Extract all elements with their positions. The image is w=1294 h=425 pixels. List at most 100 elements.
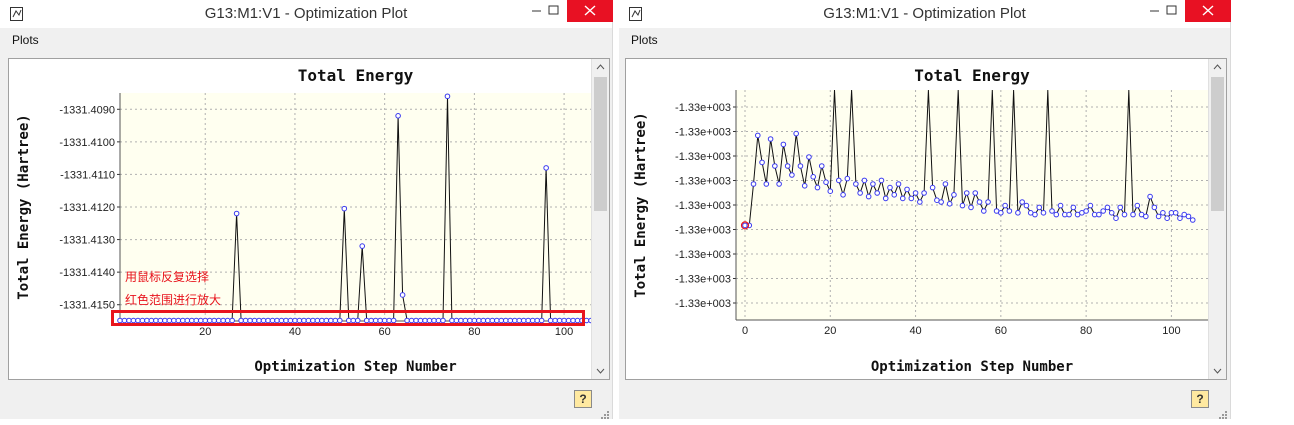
data-point: [1105, 205, 1110, 210]
data-point: [883, 196, 888, 201]
x-axis-label: Optimization Step Number: [871, 359, 1073, 375]
data-point: [854, 182, 859, 187]
data-point: [773, 164, 778, 169]
scroll-down-arrow-icon[interactable]: [592, 362, 609, 379]
menu-plots[interactable]: Plots: [631, 33, 658, 47]
help-icon[interactable]: ?: [1191, 390, 1209, 408]
scroll-thumb[interactable]: [1211, 77, 1224, 211]
data-point: [790, 173, 795, 178]
data-point: [1165, 216, 1170, 221]
data-point: [794, 131, 799, 136]
data-point: [875, 191, 880, 196]
data-point: [785, 164, 790, 169]
data-point: [1190, 218, 1195, 223]
energy-plot[interactable]: Total Energy Optimization Step Number Tota…: [626, 59, 1210, 379]
data-point: [1003, 203, 1008, 208]
data-point: [969, 205, 974, 210]
data-point: [1071, 205, 1076, 210]
title-bar[interactable]: G13:M1:V1 - Optimization Plot: [619, 0, 1230, 28]
y-tick-label: -1331.4090: [59, 104, 115, 116]
data-point: [986, 200, 991, 205]
scroll-down-arrow-icon[interactable]: [1209, 362, 1226, 379]
menu-bar: Plots: [619, 28, 1230, 52]
data-point: [1088, 203, 1093, 208]
energy-plot[interactable]: Total Energy Optimization Step Number Tota…: [9, 59, 593, 379]
data-point: [900, 196, 905, 201]
optimization-plot-window-right: G13:M1:V1 - Optimization Plot Plots Tota…: [619, 0, 1231, 419]
data-point: [824, 180, 829, 185]
x-tick-label: 80: [468, 326, 480, 338]
vertical-scrollbar[interactable]: [1208, 59, 1226, 379]
data-point: [1007, 209, 1012, 214]
data-point: [952, 193, 957, 198]
data-point: [1152, 205, 1157, 210]
y-tick-label: -1.33e+003: [675, 102, 731, 114]
y-axis-label: Total Energy (Hartree): [16, 114, 32, 299]
chart-title: Total Energy: [914, 66, 1030, 85]
close-button[interactable]: [567, 0, 613, 22]
x-tick-label: 20: [199, 326, 211, 338]
maximize-button[interactable]: [1158, 0, 1185, 22]
data-point: [1122, 212, 1127, 217]
x-tick-label: 20: [824, 325, 836, 337]
vertical-scrollbar[interactable]: [591, 59, 609, 379]
x-tick-label: 40: [909, 325, 921, 337]
data-point: [913, 191, 918, 196]
data-point: [1054, 212, 1059, 217]
data-point: [1037, 205, 1042, 210]
data-point: [764, 182, 769, 187]
y-tick-label: -1331.4130: [59, 235, 115, 247]
data-point: [930, 185, 935, 190]
menu-plots[interactable]: Plots: [12, 33, 39, 47]
data-point: [234, 211, 239, 216]
data-point: [798, 164, 803, 169]
data-point: [342, 206, 347, 211]
y-tick-label: -1331.4100: [59, 137, 115, 149]
data-point: [1050, 209, 1055, 214]
y-tick-label: -1.33e+003: [675, 176, 731, 188]
plot-frame: Total Energy Optimization Step Number Tota…: [8, 58, 610, 380]
x-tick-label: 0: [742, 325, 748, 337]
data-point: [1173, 211, 1178, 216]
resize-grip-icon[interactable]: [1218, 407, 1228, 417]
scroll-up-arrow-icon[interactable]: [1209, 59, 1226, 76]
data-point: [1101, 209, 1106, 214]
data-point: [960, 203, 965, 208]
help-icon[interactable]: ?: [574, 390, 592, 408]
data-point: [544, 166, 549, 171]
data-point: [815, 185, 820, 190]
maximize-button[interactable]: [540, 0, 567, 22]
data-point: [999, 211, 1004, 216]
data-point: [751, 182, 756, 187]
data-point: [871, 182, 876, 187]
y-tick-label: -1.33e+003: [675, 200, 731, 212]
data-point: [819, 164, 824, 169]
plot-frame: Total Energy Optimization Step Number Tota…: [625, 58, 1227, 380]
window-title: G13:M1:V1 - Optimization Plot: [619, 5, 1230, 22]
data-point: [922, 191, 927, 196]
data-point: [866, 194, 871, 199]
close-button[interactable]: [1185, 0, 1231, 22]
data-point: [845, 176, 850, 181]
data-point: [1041, 211, 1046, 216]
y-tick-label: -1.33e+003: [675, 249, 731, 261]
y-tick-label: -1331.4150: [59, 300, 115, 312]
x-tick-label: 100: [1162, 325, 1180, 337]
data-point: [1186, 214, 1191, 219]
data-point: [1020, 200, 1025, 205]
data-point: [1109, 211, 1114, 216]
scroll-thumb[interactable]: [594, 77, 607, 211]
data-point: [896, 182, 901, 187]
data-point: [1161, 211, 1166, 216]
data-point: [1131, 212, 1136, 217]
scroll-up-arrow-icon[interactable]: [592, 59, 609, 76]
y-tick-label: -1331.4140: [59, 267, 115, 279]
data-point: [973, 191, 978, 196]
data-point: [841, 193, 846, 198]
status-bar: ?: [0, 384, 612, 419]
resize-grip-icon[interactable]: [600, 407, 610, 417]
y-tick-label: -1331.4110: [60, 169, 115, 181]
data-point: [802, 184, 807, 189]
title-bar[interactable]: G13:M1:V1 - Optimization Plot: [0, 0, 612, 28]
data-point: [445, 94, 450, 99]
